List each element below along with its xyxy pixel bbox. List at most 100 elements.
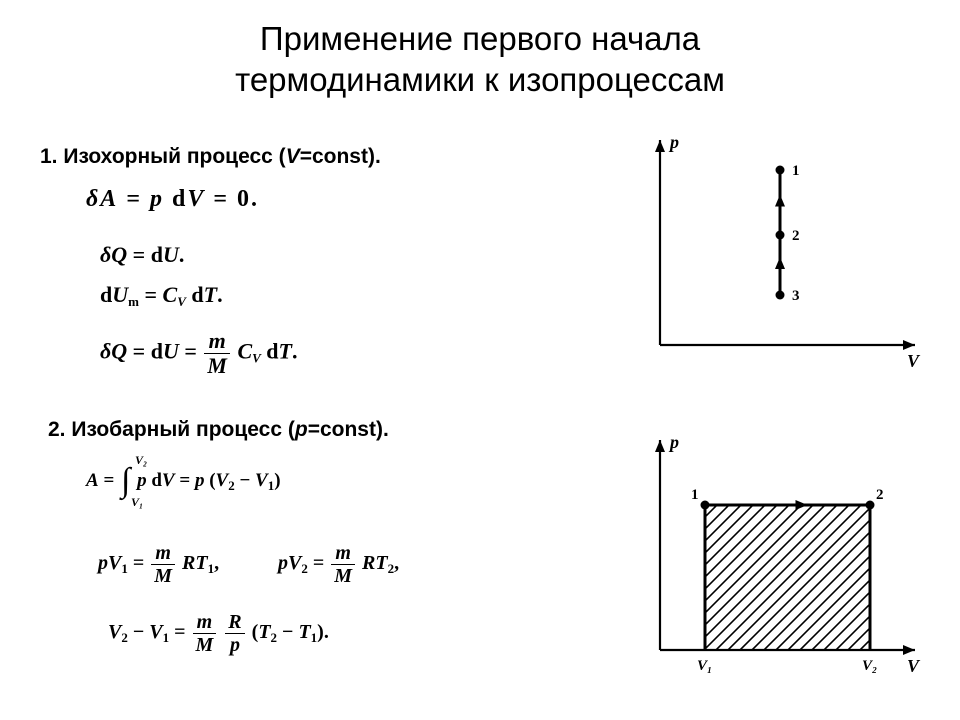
svg-text:V: V	[907, 351, 921, 371]
section-2-prefix: 2. Изобарный процесс (	[48, 418, 295, 441]
eq7-frac2: Rp	[225, 612, 244, 655]
svg-text:V₂: V₂	[862, 658, 877, 674]
svg-text:V: V	[907, 656, 921, 676]
section-1-suffix: =const).	[300, 145, 381, 168]
eq3-d2: d	[186, 282, 204, 307]
eq7-lp: (	[247, 621, 259, 643]
section-2-label: 2. Изобарный процесс (p=const).	[48, 418, 389, 442]
title-line-1: Применение первого начала	[260, 20, 700, 57]
svg-text:V₁: V₁	[697, 658, 712, 674]
eq4-frac: mM	[204, 330, 230, 377]
eq1-zero: = 0.	[205, 186, 259, 212]
eq7-d2: p	[225, 634, 244, 655]
eq4-d2: d	[261, 339, 279, 364]
eq4-sub-v: V	[252, 351, 261, 366]
eq6b-v: V	[288, 552, 301, 574]
eq6a-den: M	[151, 565, 175, 586]
svg-text:1: 1	[792, 163, 800, 179]
eq6b-comma: ,	[394, 552, 399, 574]
eq6b-r: R	[357, 552, 375, 574]
eq5-p: p	[137, 470, 147, 491]
eq6b-t: T	[375, 552, 387, 574]
integral-symbol: ∫	[121, 462, 130, 499]
svg-text:2: 2	[792, 228, 800, 244]
eq4-dot: .	[292, 339, 298, 364]
eq7-rp: ).	[317, 621, 329, 643]
eq3-t: T	[204, 282, 217, 307]
page-title: Применение первого начала термодинамики …	[0, 18, 960, 101]
eq7-eq: =	[169, 621, 190, 643]
eq3-dot: .	[217, 282, 223, 307]
eq4-c: C	[232, 339, 252, 364]
eq5-eq2: =	[175, 470, 195, 491]
eq6a-v: V	[108, 552, 121, 574]
eq7-d1: M	[193, 634, 217, 655]
eq7-n1: m	[193, 612, 217, 634]
equation-1: δA = p dV = 0.	[86, 186, 259, 213]
eq7-minus2: −	[277, 621, 298, 643]
eq1-p: p	[150, 186, 164, 212]
eq3-eq: =	[139, 282, 163, 307]
diagram-2-svg: p V 1 2 V₁ V₂	[615, 430, 925, 690]
svg-text:2: 2	[876, 487, 884, 503]
eq6b-num: m	[331, 543, 355, 565]
section-1-prefix: 1. Изохорный процесс (	[40, 145, 286, 168]
eq3-u: U	[112, 282, 128, 307]
eq5-a: A	[86, 470, 99, 491]
eq5-d: d	[147, 470, 162, 491]
eq7-t1: T	[298, 621, 310, 643]
eq3-sub-v: V	[177, 294, 186, 309]
equation-2: δQ = dU.	[100, 242, 184, 268]
eq5-lpar: (	[204, 470, 215, 491]
equation-4: δQ = dU = mM CV dT.	[100, 330, 298, 377]
eq2-eq: = d	[127, 242, 163, 267]
eq3-sub-m: m	[128, 294, 139, 309]
eq6a-comma: ,	[214, 552, 219, 574]
eq3-c: C	[163, 282, 178, 307]
eq7-v2: V	[108, 621, 121, 643]
section-1-var: V	[286, 145, 300, 168]
svg-text:3: 3	[792, 288, 800, 304]
integral-icon: ∫V₂V₁	[121, 471, 130, 491]
section-1-label: 1. Изохорный процесс (V=const).	[40, 145, 381, 169]
eq4-dq: δQ	[100, 339, 127, 364]
eq5-minus: −	[235, 470, 255, 491]
eq7-n2: R	[225, 612, 244, 634]
eq2-u: U	[163, 242, 179, 267]
eq1-v: V	[187, 186, 205, 212]
eq4-u: U	[163, 339, 179, 364]
eq6a-p: p	[98, 552, 108, 574]
eq7-v1: V	[149, 621, 162, 643]
svg-text:p: p	[668, 432, 679, 452]
equation-5: A = ∫V₂V₁ p dV = p (V2 − V1)	[86, 470, 281, 494]
diagram-isochoric: p V 1 2 3	[615, 130, 925, 385]
eq6a-frac: mM	[151, 543, 175, 586]
eq2-dot: .	[179, 242, 185, 267]
svg-text:1: 1	[691, 487, 699, 503]
page-root: Применение первого начала термодинамики …	[0, 0, 960, 720]
eq6a-t: T	[195, 552, 207, 574]
eq5-p2: p	[195, 470, 205, 491]
eq5-v2: V	[216, 470, 229, 491]
eq5-eq1: =	[99, 470, 119, 491]
eq5-v: V	[162, 470, 175, 491]
eq5-v1: V	[255, 470, 268, 491]
eq4-num: m	[204, 330, 230, 354]
diagram-isobaric: p V 1 2 V₁ V₂	[615, 430, 925, 690]
section-2-var: p	[295, 418, 308, 441]
eq6b-frac: mM	[331, 543, 355, 586]
eq4-den: M	[204, 354, 230, 377]
eq4-t: T	[279, 339, 292, 364]
diagram-1-svg: p V 1 2 3	[615, 130, 925, 385]
svg-text:p: p	[668, 132, 679, 152]
eq6a-eq: =	[128, 552, 149, 574]
eq7-frac1: mM	[193, 612, 217, 655]
eq4-eq2: =	[179, 339, 203, 364]
eq5-upper: V₂	[135, 457, 147, 464]
eq3-d: d	[100, 282, 112, 307]
eq2-dq: δQ	[100, 242, 127, 267]
eq1-delta-a: δA	[86, 186, 118, 212]
equation-6a: pV1 = mM RT1,	[98, 543, 219, 586]
eq6b-eq: =	[308, 552, 329, 574]
equation-6b: pV2 = mM RT2,	[278, 543, 399, 586]
